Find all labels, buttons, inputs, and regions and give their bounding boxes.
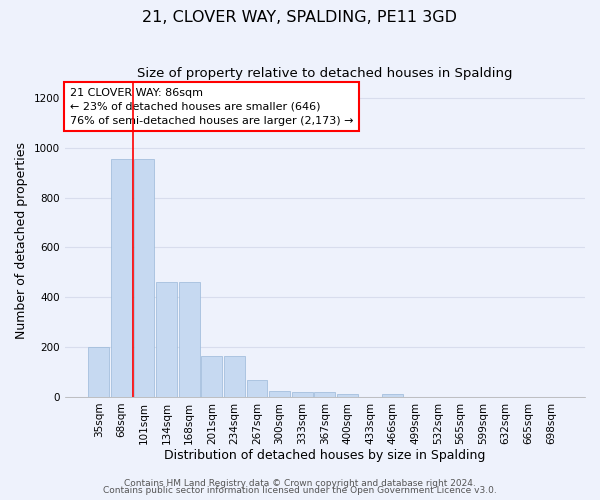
Bar (156, 282, 177, 397)
Bar (88, 347, 109, 397)
Bar (314, 392, 335, 397)
X-axis label: Distribution of detached houses by size in Spalding: Distribution of detached houses by size … (164, 450, 485, 462)
Bar (269, 390, 290, 397)
Text: 21 CLOVER WAY: 86sqm
← 23% of detached houses are smaller (646)
76% of semi-deta: 21 CLOVER WAY: 86sqm ← 23% of detached h… (70, 88, 353, 126)
Text: Contains public sector information licensed under the Open Government Licence v3: Contains public sector information licen… (103, 486, 497, 495)
Bar (337, 394, 358, 397)
Title: Size of property relative to detached houses in Spalding: Size of property relative to detached ho… (137, 68, 512, 80)
Text: Contains HM Land Registry data © Crown copyright and database right 2024.: Contains HM Land Registry data © Crown c… (124, 478, 476, 488)
Bar (224, 356, 245, 397)
Bar (179, 282, 200, 397)
Bar (202, 356, 222, 397)
Bar (247, 380, 268, 397)
Bar (292, 392, 313, 397)
Bar (111, 159, 132, 397)
Bar (134, 159, 154, 397)
Text: 21, CLOVER WAY, SPALDING, PE11 3GD: 21, CLOVER WAY, SPALDING, PE11 3GD (143, 10, 458, 25)
Y-axis label: Number of detached properties: Number of detached properties (15, 142, 28, 338)
Bar (382, 394, 403, 397)
